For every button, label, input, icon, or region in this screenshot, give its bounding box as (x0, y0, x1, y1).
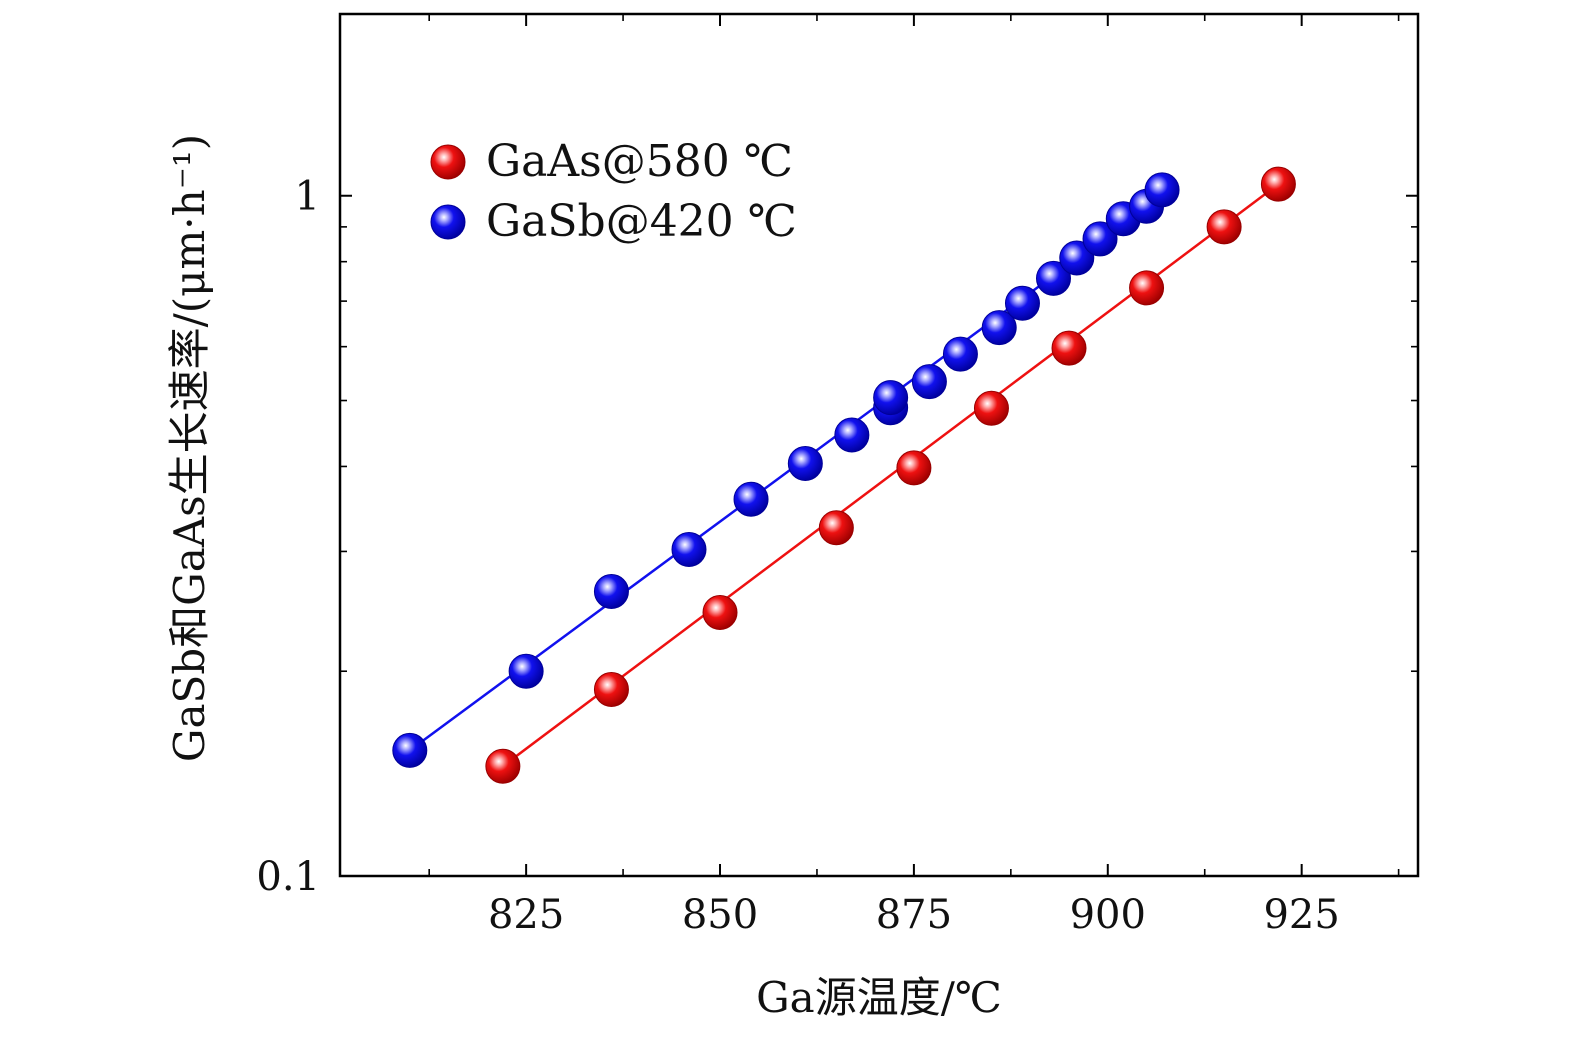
x-tick-label: 825 (488, 892, 564, 938)
data-point-series-1 (911, 364, 947, 400)
data-point-series-0 (485, 748, 521, 784)
data-point-series-0 (1260, 166, 1296, 202)
data-point-series-0 (896, 450, 932, 486)
data-point-series-0 (1129, 270, 1165, 306)
legend-label-gaas: GaAs@580 ℃ (486, 136, 793, 187)
data-point-series-1 (981, 310, 1017, 346)
data-point-series-1 (873, 380, 909, 416)
data-point-series-0 (593, 672, 629, 708)
x-tick-label: 900 (1070, 892, 1146, 938)
data-point-series-1 (1082, 221, 1118, 257)
data-point-series-0 (1051, 330, 1087, 366)
data-point-series-0 (1206, 209, 1242, 245)
data-point-series-1 (1004, 285, 1040, 321)
data-point-series-1 (508, 653, 544, 689)
x-axis-title: Ga源温度/℃ (756, 973, 1002, 1022)
data-point-series-1 (1035, 260, 1071, 296)
data-point-series-1 (392, 732, 428, 768)
x-tick-label: 850 (682, 892, 758, 938)
y-tick-label: 1 (295, 174, 320, 220)
y-axis-title: GaSb和GaAs生长速率/(μm·h⁻¹) (165, 134, 214, 762)
legend-marker-gasb (430, 204, 466, 240)
x-tick-label: 925 (1263, 892, 1339, 938)
plot-frame (338, 12, 1420, 878)
data-point-series-1 (787, 446, 823, 482)
data-point-series-1 (671, 531, 707, 567)
data-point-series-0 (818, 510, 854, 546)
data-point-series-1 (942, 336, 978, 372)
x-axis: 825 850 875 900 925 (428, 14, 1400, 938)
data-point-series-1 (593, 573, 629, 609)
data-point-series-0 (973, 390, 1009, 426)
plot-area (392, 166, 1296, 784)
data-point-series-0 (702, 594, 738, 630)
data-point-series-1 (1144, 172, 1180, 208)
data-point-series-1 (733, 481, 769, 517)
legend: GaAs@580 ℃ GaSb@420 ℃ (430, 136, 797, 247)
legend-marker-gaas (430, 144, 466, 180)
y-axis: 0.11 (256, 174, 1418, 900)
y-tick-label: 0.1 (256, 854, 320, 900)
data-point-series-1 (1059, 240, 1095, 276)
data-point-series-1 (834, 417, 870, 453)
x-tick-label: 875 (876, 892, 952, 938)
legend-label-gasb: GaSb@420 ℃ (486, 196, 797, 247)
